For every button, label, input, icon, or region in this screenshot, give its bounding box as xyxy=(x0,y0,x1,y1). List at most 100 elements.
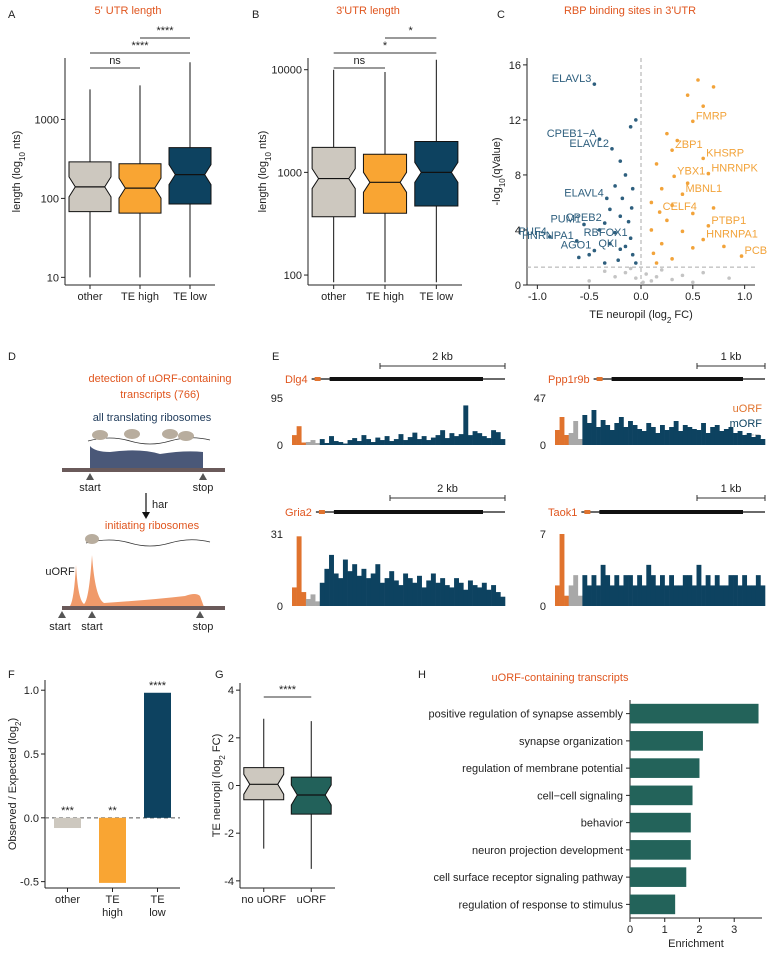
coverage-bin xyxy=(379,582,385,606)
coverage-bin xyxy=(412,582,418,606)
coverage-bin xyxy=(733,575,738,606)
point-label: CPEB2 xyxy=(566,212,602,224)
point xyxy=(651,251,656,256)
x-tick-label: TE xyxy=(105,894,119,906)
y-axis-label-part: 10 xyxy=(18,152,27,161)
y-tick-label: 0 xyxy=(228,781,234,793)
point xyxy=(727,276,731,280)
point xyxy=(670,148,674,152)
coverage-bin xyxy=(559,534,565,606)
coverage-bin xyxy=(678,585,684,606)
coverage-bin xyxy=(591,410,597,445)
point xyxy=(587,279,591,283)
point xyxy=(670,257,674,261)
coverage-bin xyxy=(342,443,348,445)
y-tick-label: 0 xyxy=(277,601,283,613)
point xyxy=(701,237,705,242)
x-tick-label: -0.5 xyxy=(580,291,599,303)
coverage-bin xyxy=(614,423,620,445)
point xyxy=(654,274,659,279)
coverage-bin xyxy=(301,442,307,445)
coverage-bin xyxy=(426,440,432,445)
diagram-label: start xyxy=(79,482,100,494)
x-tick-label: TE xyxy=(150,894,164,906)
coverage-bin xyxy=(705,575,711,606)
y-tick-label: 7 xyxy=(540,529,546,541)
scale-label: 2 kb xyxy=(432,351,453,363)
point-label: PTBP1 xyxy=(711,215,746,227)
x-tick-label: other xyxy=(55,894,80,906)
coverage-bin xyxy=(691,585,697,606)
point-label: QKI xyxy=(598,238,617,250)
coverage-bin xyxy=(370,442,376,445)
coverage-bin xyxy=(347,571,353,606)
coverage-bin xyxy=(591,575,597,606)
chart-title: uORF-containing transcripts xyxy=(492,672,629,684)
point xyxy=(623,270,628,275)
coverage-bin xyxy=(600,420,606,445)
coverage-bin xyxy=(421,587,427,606)
y-tick-label: 0.5 xyxy=(24,749,39,761)
point-label: ELAVL4 xyxy=(564,187,604,199)
coverage-bin xyxy=(682,425,688,445)
bar xyxy=(630,840,691,860)
coverage-bin xyxy=(375,437,381,445)
coverage-bin xyxy=(361,568,367,606)
point xyxy=(608,207,612,212)
point xyxy=(634,118,638,122)
y-axis-label-part: FC) xyxy=(211,734,223,755)
significance-label: ** xyxy=(108,805,117,817)
point xyxy=(574,239,579,243)
coverage-bin xyxy=(430,437,436,445)
point xyxy=(670,277,674,282)
coverage-bin xyxy=(477,433,483,445)
coverage-bin xyxy=(559,417,565,445)
y-tick-label: 16 xyxy=(509,60,521,72)
coverage-bin xyxy=(296,536,302,606)
point-label: ELAVL3 xyxy=(552,73,592,85)
coverage-bin xyxy=(356,575,362,606)
ribosome xyxy=(124,429,140,439)
x-tick-label: 2 xyxy=(696,924,702,936)
coverage-bin xyxy=(582,575,588,606)
bar xyxy=(630,867,687,887)
point xyxy=(685,93,690,97)
y-axis-label: Observed / Expected (log2) xyxy=(7,718,23,850)
point-label: HNRNPA1 xyxy=(706,229,758,241)
y-tick-label: 12 xyxy=(509,115,521,127)
point-label: RBFOX1 xyxy=(584,227,628,239)
coverage-bin xyxy=(596,585,601,606)
point xyxy=(548,235,552,239)
diagram-label: stop xyxy=(193,621,214,633)
panel-letter: F xyxy=(8,669,15,681)
coverage-bin xyxy=(614,575,620,606)
coverage-bin xyxy=(403,573,409,606)
point xyxy=(701,104,705,108)
coverage-bin xyxy=(577,595,583,606)
coverage-bin xyxy=(454,436,459,445)
point xyxy=(691,246,695,250)
coverage-bin xyxy=(618,585,624,606)
chart-title: 5' UTR length xyxy=(95,5,162,17)
point xyxy=(623,244,628,249)
gene-name: Dlg4 xyxy=(285,374,308,386)
coverage-bin xyxy=(329,436,334,445)
point-label: CELF4 xyxy=(663,201,697,213)
x-tick-label: other xyxy=(321,291,346,303)
coverage-bin xyxy=(472,585,478,606)
x-tick-label: TE low xyxy=(173,291,207,303)
coverage-bin xyxy=(491,430,497,445)
coverage-bin xyxy=(742,575,748,606)
significance-label: * xyxy=(409,25,414,37)
coverage-bin xyxy=(315,601,321,606)
coverage-bin xyxy=(660,425,665,445)
coverage-bin xyxy=(500,596,506,606)
coverage-bin xyxy=(669,427,674,445)
y-tick-label: 100 xyxy=(41,193,59,205)
x-tick-label: high xyxy=(102,907,123,919)
coverage-bin xyxy=(486,589,492,606)
coverage-shape xyxy=(90,446,203,470)
bar xyxy=(630,894,676,915)
y-axis-label-part: Observed / Expected (log xyxy=(7,726,19,850)
coverage-bin xyxy=(342,559,348,606)
